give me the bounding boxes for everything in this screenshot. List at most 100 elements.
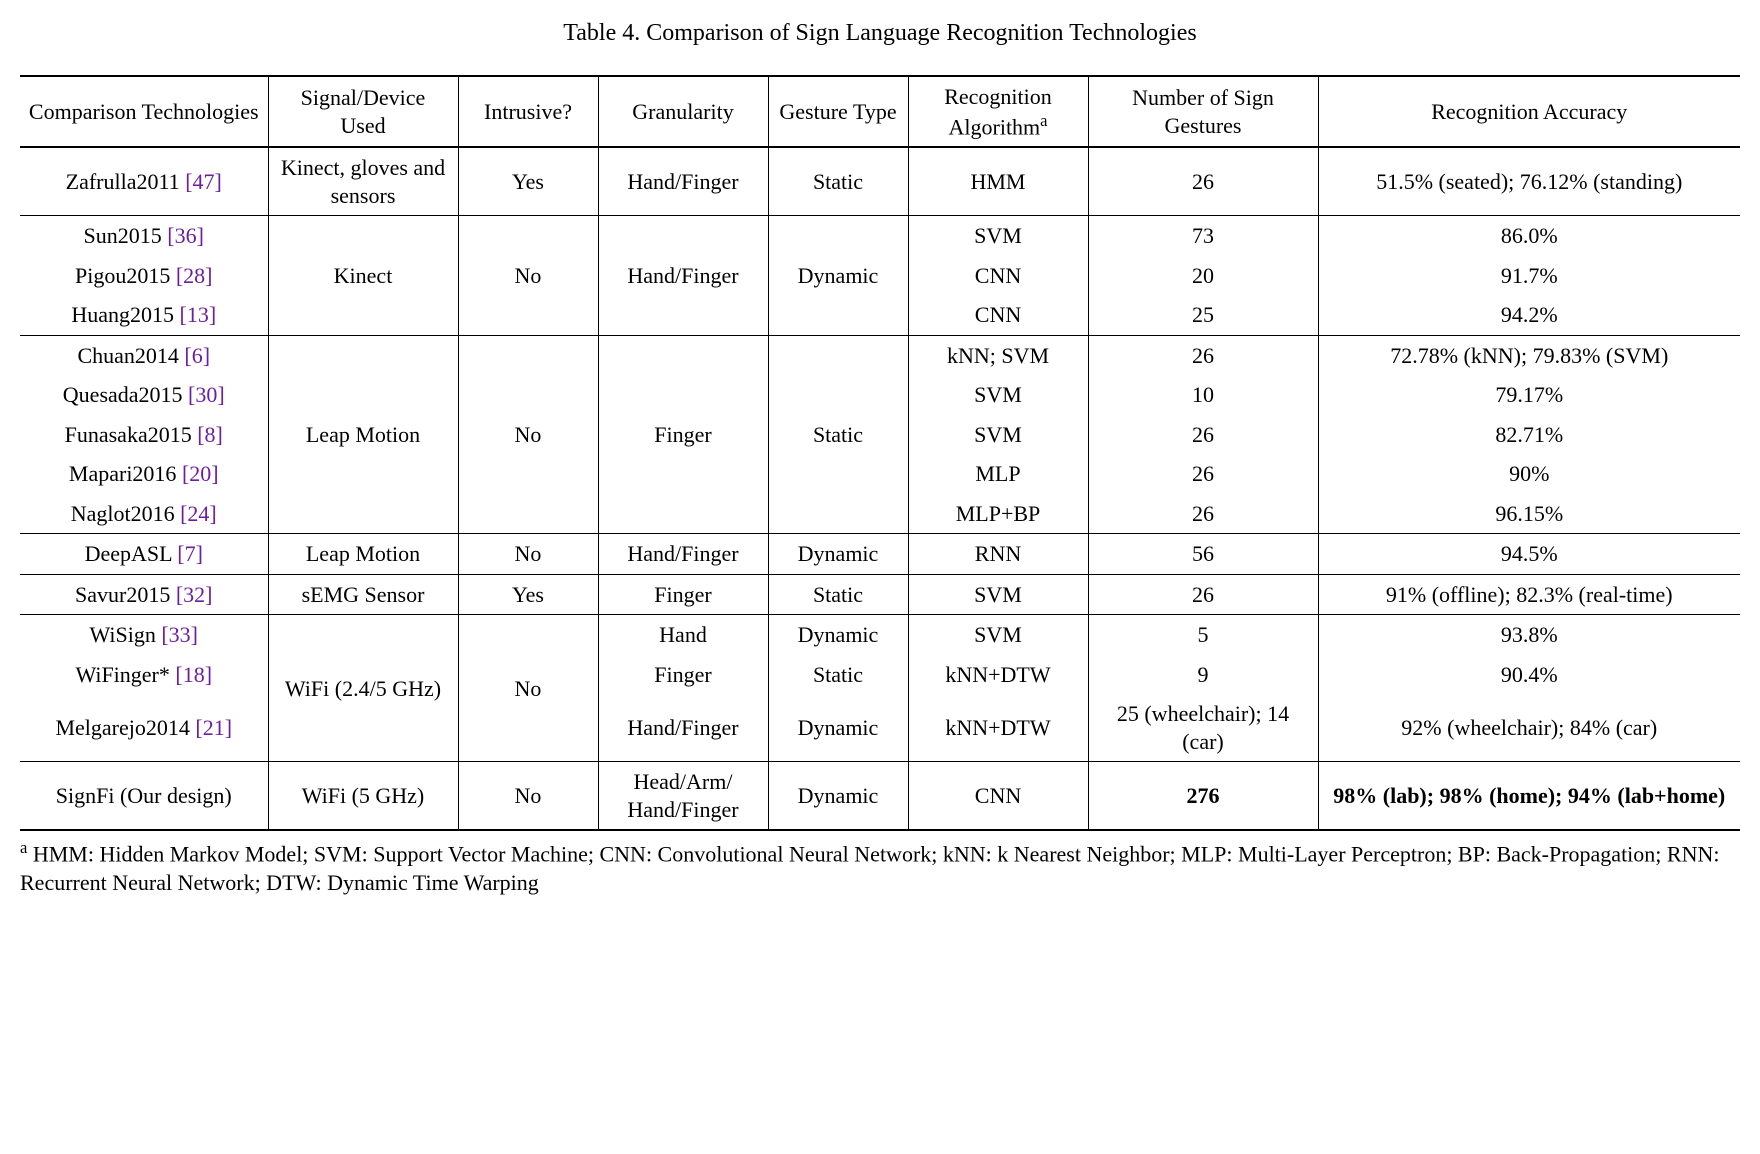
col-algorithm: Recognition Algorithma	[908, 76, 1088, 147]
col-device: Signal/Device Used	[268, 76, 458, 147]
table-row: DeepASL [7] Leap Motion No Hand/Finger D…	[20, 534, 1740, 575]
table-header-row: Comparison Technologies Signal/Device Us…	[20, 76, 1740, 147]
ref-link[interactable]: [8]	[197, 422, 223, 447]
ref-link[interactable]: [20]	[182, 461, 219, 486]
tech-name: Pigou2015	[75, 263, 176, 288]
cell-gtype: Static	[768, 147, 908, 216]
tech-name: Melgarejo2014	[55, 715, 195, 740]
cell-device: WiFi (5 GHz)	[268, 762, 458, 831]
tech-name: Zafrulla2011	[66, 169, 186, 194]
cell-device: WiFi (2.4/5 GHz)	[268, 615, 458, 762]
cell-alg: MLP+BP	[908, 494, 1088, 534]
table-row: WiSign [33] WiFi (2.4/5 GHz) No Hand Dyn…	[20, 615, 1740, 655]
cell-intrusive: No	[458, 615, 598, 762]
cell-acc: 86.0%	[1318, 216, 1740, 256]
cell-gtype: Dynamic	[768, 534, 908, 575]
col-algorithm-text: Recognition Algorithm	[944, 84, 1052, 139]
cell-num: 25 (wheelchair); 14 (car)	[1088, 694, 1318, 762]
cell-gran: Head/Arm/ Hand/Finger	[598, 762, 768, 831]
cell-alg: CNN	[908, 256, 1088, 296]
tech-name: Funasaka2015	[65, 422, 198, 447]
cell-gtype: Dynamic	[768, 216, 908, 336]
col-gesture-type: Gesture Type	[768, 76, 908, 147]
col-granularity: Granularity	[598, 76, 768, 147]
ref-link[interactable]: [13]	[180, 302, 217, 327]
cell-num: 276	[1088, 762, 1318, 831]
cell-intrusive: No	[458, 216, 598, 336]
col-algorithm-sup: a	[1040, 111, 1047, 130]
table-row: Sun2015 [36] Kinect No Hand/Finger Dynam…	[20, 216, 1740, 256]
cell-device: Leap Motion	[268, 534, 458, 575]
tech-name: Savur2015	[75, 582, 176, 607]
tech-name: Naglot2016	[71, 501, 180, 526]
ref-link[interactable]: [36]	[167, 223, 204, 248]
cell-gran: Hand/Finger	[598, 534, 768, 575]
cell-acc: 98% (lab); 98% (home); 94% (lab+home)	[1318, 762, 1740, 831]
cell-gran: Hand	[598, 615, 768, 655]
cell-acc: 93.8%	[1318, 615, 1740, 655]
cell-alg: HMM	[908, 147, 1088, 216]
cell-gtype: Dynamic	[768, 694, 908, 762]
cell-num: 10	[1088, 375, 1318, 415]
cell-acc: 51.5% (seated); 76.12% (standing)	[1318, 147, 1740, 216]
cell-alg: kNN; SVM	[908, 335, 1088, 375]
col-intrusive: Intrusive?	[458, 76, 598, 147]
cell-alg: SVM	[908, 375, 1088, 415]
cell-num: 26	[1088, 454, 1318, 494]
table-row: SignFi (Our design) WiFi (5 GHz) No Head…	[20, 762, 1740, 831]
cell-alg: RNN	[908, 534, 1088, 575]
col-technologies: Comparison Technologies	[20, 76, 268, 147]
cell-gran: Hand/Finger	[598, 216, 768, 336]
cell-device: Kinect	[268, 216, 458, 336]
ref-link[interactable]: [6]	[184, 343, 210, 368]
cell-gran: Hand/Finger	[598, 147, 768, 216]
table-row: Savur2015 [32] sEMG Sensor Yes Finger St…	[20, 574, 1740, 615]
cell-num: 26	[1088, 147, 1318, 216]
cell-device: Leap Motion	[268, 335, 458, 534]
cell-alg: SVM	[908, 415, 1088, 455]
cell-intrusive: Yes	[458, 574, 598, 615]
cell-gtype: Static	[768, 574, 908, 615]
cell-gran: Finger	[598, 655, 768, 695]
cell-gtype: Static	[768, 655, 908, 695]
cell-acc: 96.15%	[1318, 494, 1740, 534]
cell-acc: 91.7%	[1318, 256, 1740, 296]
cell-intrusive: No	[458, 534, 598, 575]
cell-gran: Finger	[598, 574, 768, 615]
ref-link[interactable]: [28]	[176, 263, 213, 288]
cell-alg: CNN	[908, 762, 1088, 831]
ref-link[interactable]: [24]	[180, 501, 217, 526]
cell-alg: MLP	[908, 454, 1088, 494]
ref-link[interactable]: [18]	[175, 662, 212, 687]
cell-num: 5	[1088, 615, 1318, 655]
ref-link[interactable]: [47]	[185, 169, 222, 194]
cell-acc: 92% (wheelchair); 84% (car)	[1318, 694, 1740, 762]
ref-link[interactable]: [21]	[195, 715, 232, 740]
tech-name: Mapari2016	[69, 461, 182, 486]
cell-alg: kNN+DTW	[908, 655, 1088, 695]
tech-name: SignFi (Our design)	[20, 762, 268, 831]
ref-link[interactable]: [30]	[188, 382, 225, 407]
cell-acc: 90%	[1318, 454, 1740, 494]
cell-intrusive: No	[458, 335, 598, 534]
cell-alg: SVM	[908, 574, 1088, 615]
cell-acc: 94.2%	[1318, 295, 1740, 335]
comparison-table: Comparison Technologies Signal/Device Us…	[20, 75, 1740, 831]
tech-name: WiFinger*	[75, 662, 175, 687]
cell-intrusive: No	[458, 762, 598, 831]
cell-num: 25	[1088, 295, 1318, 335]
cell-num: 56	[1088, 534, 1318, 575]
tech-name: WiSign	[90, 622, 162, 647]
cell-num: 73	[1088, 216, 1318, 256]
cell-alg: kNN+DTW	[908, 694, 1088, 762]
ref-link[interactable]: [33]	[161, 622, 198, 647]
tech-name: Huang2015	[71, 302, 179, 327]
cell-alg: CNN	[908, 295, 1088, 335]
cell-device: Kinect, gloves and sensors	[268, 147, 458, 216]
table-row: Zafrulla2011 [47] Kinect, gloves and sen…	[20, 147, 1740, 216]
table-footnote: a HMM: Hidden Markov Model; SVM: Support…	[20, 837, 1740, 898]
ref-link[interactable]: [7]	[177, 541, 203, 566]
cell-num: 9	[1088, 655, 1318, 695]
cell-gtype: Dynamic	[768, 615, 908, 655]
ref-link[interactable]: [32]	[176, 582, 213, 607]
